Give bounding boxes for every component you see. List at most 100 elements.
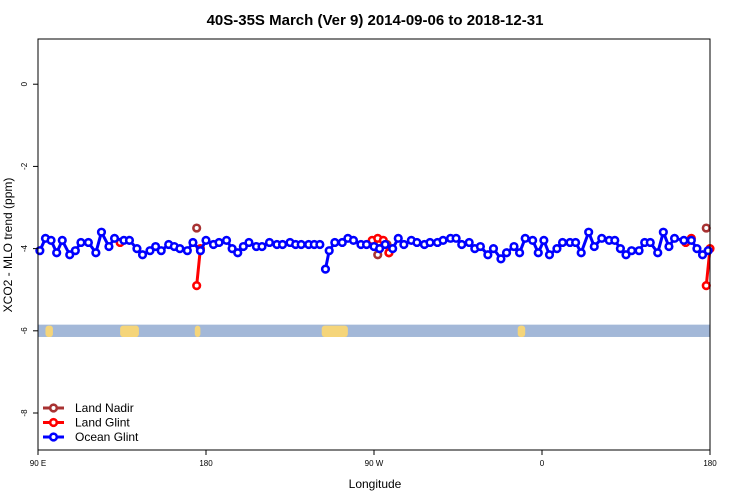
data-point (501, 248, 512, 258)
data-point (264, 237, 275, 248)
series-ocean-glint (35, 227, 713, 274)
data-point (528, 235, 538, 245)
data-point (645, 237, 655, 248)
data-point (388, 244, 398, 254)
data-point (380, 239, 390, 250)
data-point (76, 237, 86, 248)
x-tick-label: 180 (199, 459, 213, 468)
data-point (296, 239, 306, 250)
data-point (257, 241, 267, 252)
data-point (584, 227, 594, 237)
data-point (192, 223, 202, 233)
data-point (65, 250, 75, 260)
data-point (195, 246, 205, 256)
data-point (488, 244, 499, 254)
data-point (701, 223, 711, 233)
data-point (70, 246, 80, 256)
data-point (425, 237, 435, 248)
data-point (697, 250, 708, 260)
data-point (597, 233, 607, 243)
legend-item-land-glint: Land Glint (43, 416, 130, 430)
data-point (361, 239, 372, 250)
data-point (348, 235, 359, 245)
data-point (83, 237, 93, 248)
x-axis: 90 E 180 90 W 0 180 (30, 450, 717, 468)
data-point (201, 235, 211, 245)
x-axis-title: Longitude (349, 477, 402, 491)
data-point (244, 237, 254, 248)
y-tick-label: 0 (20, 81, 29, 86)
data-point (615, 244, 626, 254)
data-point (658, 227, 668, 237)
data-point (214, 237, 224, 248)
y-tick-label: -6 (20, 327, 29, 335)
data-point (57, 235, 67, 245)
data-point (544, 250, 555, 260)
data-point (227, 244, 237, 254)
data-point (669, 233, 680, 243)
data-point (412, 237, 422, 248)
data-point (570, 237, 581, 248)
data-point (653, 248, 663, 258)
data-point (539, 235, 549, 245)
data-point (679, 235, 689, 245)
data-point (375, 244, 385, 254)
data-point (514, 248, 525, 258)
data-point (337, 237, 347, 248)
data-point (315, 239, 325, 250)
data-point (175, 244, 185, 254)
data-point (520, 233, 530, 243)
y-tick-label: -8 (20, 409, 29, 417)
data-point (457, 239, 467, 250)
x-tick-label: 90 W (365, 459, 384, 468)
data-point (701, 281, 711, 291)
data-point (533, 248, 543, 258)
legend-item-land-nadir: Land Nadir (43, 401, 134, 415)
chart-title: 40S-35S March (Ver 9) 2014-09-06 to 2018… (207, 12, 544, 29)
data-point (557, 237, 568, 248)
data-point (393, 233, 403, 243)
data-point (509, 241, 519, 252)
x-tick-label: 0 (540, 459, 545, 468)
data-point (496, 254, 506, 264)
data-point (451, 233, 461, 243)
data-point (634, 246, 644, 256)
data-point (475, 241, 486, 252)
data-point (192, 281, 202, 291)
data-point (188, 237, 198, 248)
data-point (221, 235, 232, 245)
data-point (552, 244, 562, 254)
land-patch (45, 325, 53, 337)
data-point (96, 227, 107, 237)
data-point (151, 241, 161, 252)
data-point (686, 235, 696, 245)
data-point (104, 241, 114, 252)
data-point (330, 237, 340, 248)
data-point (124, 235, 135, 245)
legend-marker (48, 432, 59, 442)
legend-item-ocean-glint: Ocean Glint (43, 430, 139, 444)
data-point (320, 264, 331, 274)
data-point (664, 241, 674, 252)
data-point (132, 244, 142, 254)
legend-marker (48, 417, 59, 428)
data-point (91, 248, 101, 258)
land-patch (133, 325, 139, 337)
data-point (464, 237, 474, 248)
data-point (589, 241, 599, 252)
y-axis: 0 -2 -4 -6 -8 (20, 81, 38, 417)
x-tick-label: 90 E (30, 459, 46, 468)
land-patch (194, 325, 201, 337)
legend-label: Land Glint (75, 416, 130, 430)
y-tick-label: -2 (20, 162, 29, 170)
legend-label: Ocean Glint (75, 430, 139, 444)
y-axis-title: XCO2 - MLO trend (ppm) (1, 178, 15, 313)
data-point (52, 248, 62, 258)
data-point (576, 248, 586, 258)
land-patch (517, 325, 526, 337)
data-point (483, 250, 493, 260)
data-point (692, 244, 702, 254)
data-point (145, 246, 155, 256)
